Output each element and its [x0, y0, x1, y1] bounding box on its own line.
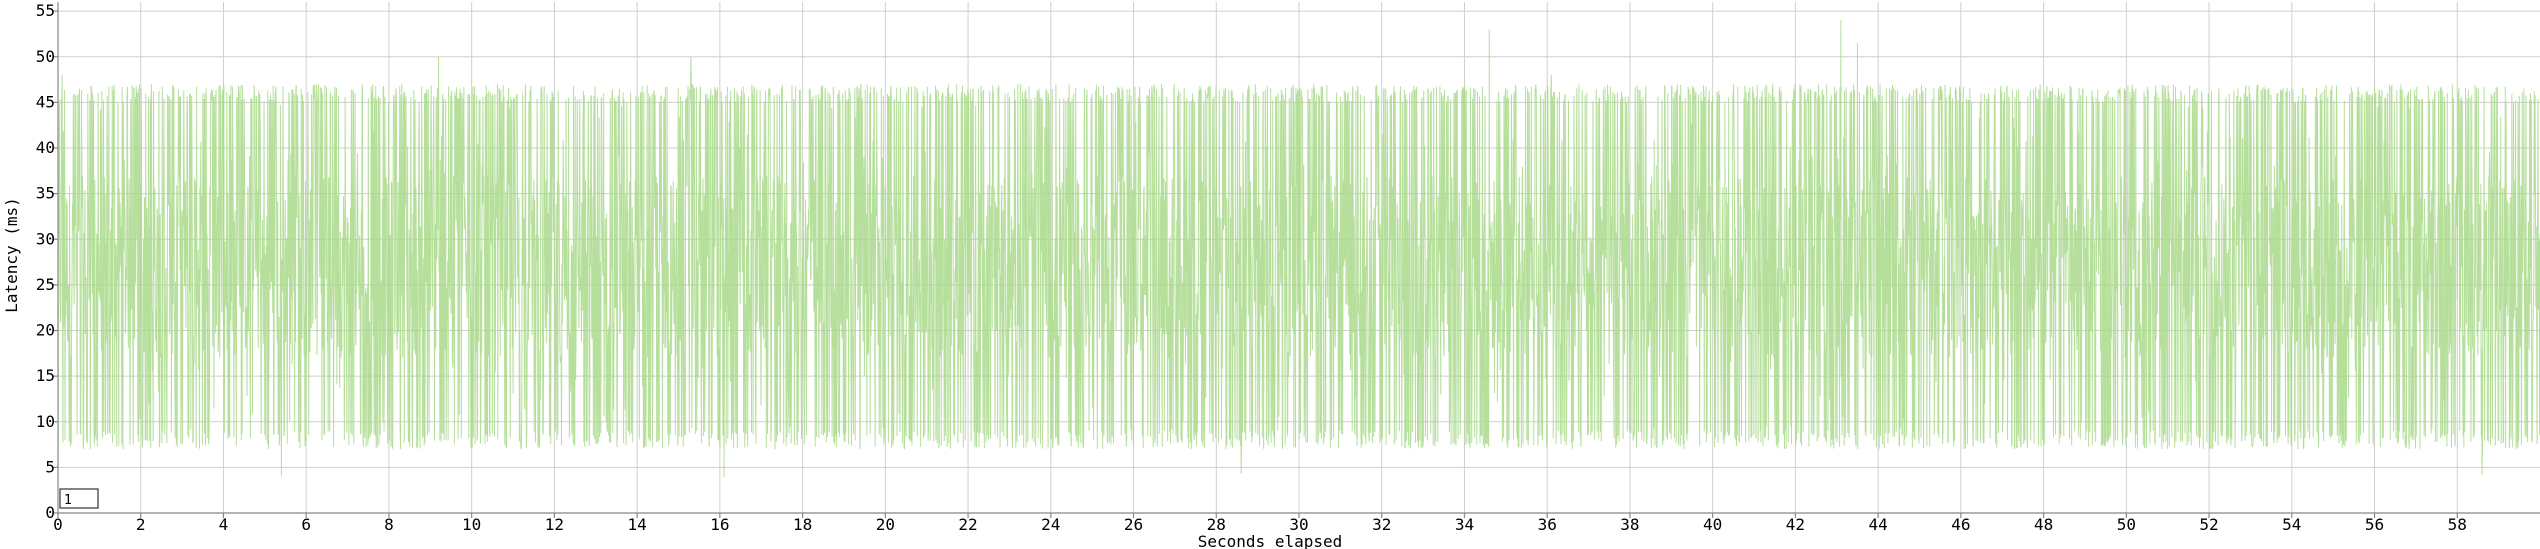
y-tick-label: 55 [36, 1, 55, 20]
y-tick-label: 40 [36, 138, 55, 157]
x-tick-label: 18 [793, 515, 812, 534]
x-tick-label: 46 [1951, 515, 1970, 534]
x-tick-label: 6 [301, 515, 311, 534]
x-tick-label: 26 [1124, 515, 1143, 534]
x-tick-label: 30 [1289, 515, 1308, 534]
series-line-latency [57, 20, 2540, 495]
y-tick-label: 20 [36, 321, 55, 340]
y-tick-label: 30 [36, 229, 55, 248]
x-tick-label: 56 [2365, 515, 2384, 534]
y-tick-label: 15 [36, 366, 55, 385]
x-tick-label: 14 [628, 515, 647, 534]
x-tick-label: 8 [384, 515, 394, 534]
y-axis-title: Latency (ms) [2, 197, 21, 313]
x-tick-label: 36 [1538, 515, 1557, 534]
x-tick-label: 42 [1786, 515, 1805, 534]
x-tick-label: 22 [958, 515, 977, 534]
y-tick-label: 25 [36, 275, 55, 294]
x-tick-label: 28 [1207, 515, 1226, 534]
x-tick-label: 50 [2117, 515, 2136, 534]
y-tick-label: 50 [36, 47, 55, 66]
x-tick-label: 38 [1620, 515, 1639, 534]
y-tick-label: 0 [45, 503, 55, 522]
x-tick-label: 58 [2448, 515, 2467, 534]
x-tick-label: 40 [1703, 515, 1722, 534]
legend-box [59, 488, 99, 509]
series-layer [57, 20, 2540, 495]
x-tick-label: 2 [136, 515, 146, 534]
x-tick-label: 52 [2199, 515, 2218, 534]
legend: 1 [59, 488, 99, 509]
legend-label-series-1: 1 [64, 493, 72, 508]
x-tick-label: 0 [53, 515, 63, 534]
y-tick-label: 10 [36, 412, 55, 431]
x-tick-label: 54 [2282, 515, 2301, 534]
x-tick-label: 34 [1455, 515, 1474, 534]
y-tick-label: 5 [45, 457, 55, 476]
x-tick-label: 24 [1041, 515, 1060, 534]
x-tick-label: 48 [2034, 515, 2053, 534]
x-tick-label: 44 [1869, 515, 1888, 534]
y-tick-label: 45 [36, 92, 55, 111]
x-tick-label: 4 [219, 515, 229, 534]
x-tick-label: 12 [545, 515, 564, 534]
x-axis-title: Seconds elapsed [1198, 532, 1343, 549]
x-tick-label: 32 [1372, 515, 1391, 534]
x-tick-label: 10 [462, 515, 481, 534]
axis-layer: 0 2 4 6 8 10 12 14 16 18 20 22 24 26 28 30 32 34 36 38 40 42 4… [36, 1, 2540, 534]
x-tick-label: 16 [710, 515, 729, 534]
x-tick-label: 20 [876, 515, 895, 534]
y-tick-label: 35 [36, 184, 55, 203]
